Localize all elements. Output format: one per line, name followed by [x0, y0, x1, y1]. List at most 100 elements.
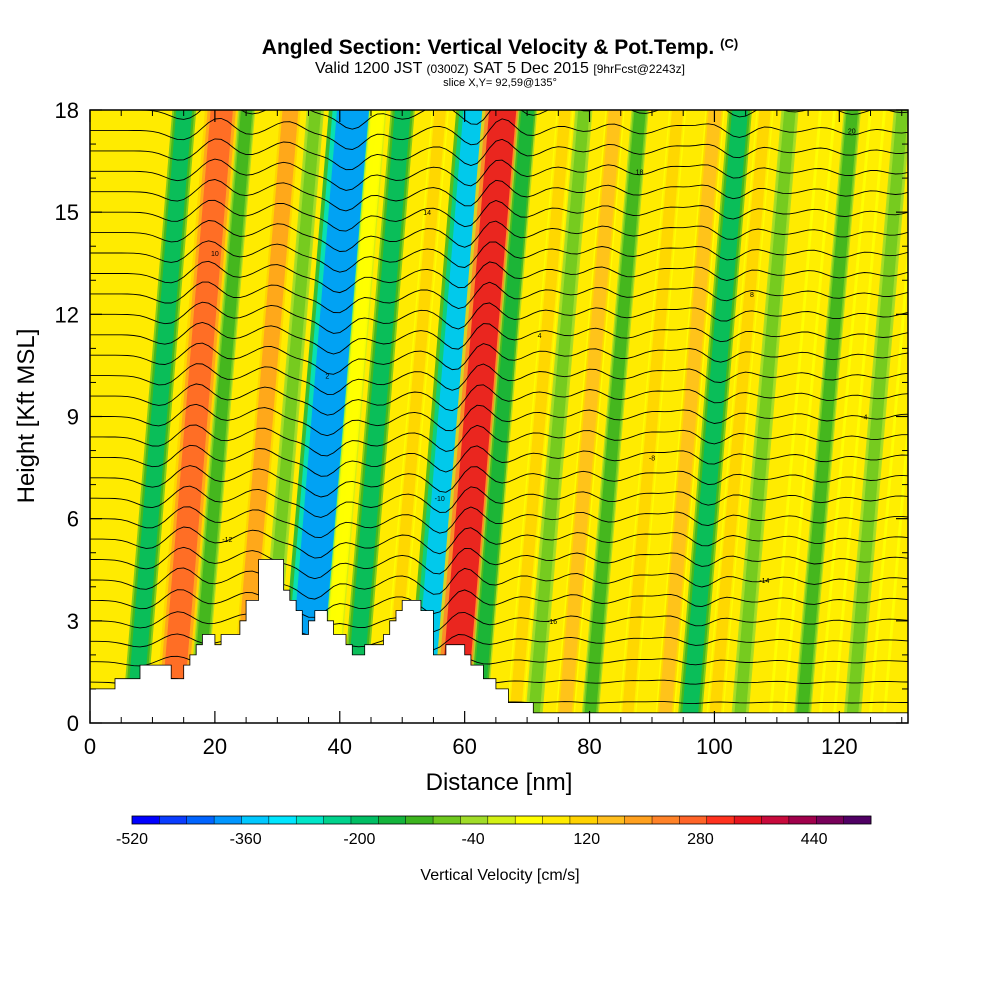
colorbar-swatch — [487, 816, 516, 824]
theta-contour — [90, 526, 908, 559]
colorbar-swatch — [624, 816, 653, 824]
x-tick-label: 100 — [696, 734, 733, 759]
theta-contour — [90, 567, 908, 600]
velocity-band — [708, 110, 771, 723]
colorbar-swatch — [542, 816, 571, 824]
colorbar-swatch — [378, 816, 407, 824]
y-tick-label: 3 — [67, 609, 79, 634]
colorbar-swatch — [350, 816, 379, 824]
x-axis-title: Distance [nm] — [426, 769, 573, 796]
forecast-info: [9hrFcst@2243z] — [593, 62, 685, 76]
velocity-band — [681, 110, 748, 723]
colorbar-swatch — [405, 816, 434, 824]
colorbar-swatch — [186, 816, 215, 824]
colorbar-swatch — [652, 816, 680, 824]
colorbar-swatch — [515, 816, 543, 824]
colorbar-tick-label: -360 — [230, 831, 262, 848]
colorbar-swatch — [843, 816, 872, 824]
contour-label: 4 — [538, 333, 542, 340]
velocity-band — [190, 110, 253, 723]
y-tick-label: 12 — [55, 302, 79, 327]
terrain — [89, 559, 909, 724]
x-tick-label: 0 — [84, 734, 96, 759]
terrain-profile — [89, 559, 909, 724]
colorbar-swatch — [323, 816, 352, 824]
y-tick-label: 0 — [67, 711, 79, 736]
slice-info: slice X,Y= 92,59@135° — [443, 77, 557, 89]
colorbar-tick-label: -40 — [462, 831, 485, 848]
velocity-band — [771, 110, 834, 723]
theta-contour — [90, 546, 908, 580]
colorbar-swatch — [241, 816, 270, 824]
colorbar-swatch — [214, 816, 242, 824]
x-tick-label: 80 — [577, 734, 601, 759]
valid-date: SAT 5 Dec 2015 — [473, 60, 589, 77]
colorbar-swatch — [268, 816, 297, 824]
x-tick-label: 120 — [821, 734, 858, 759]
theta-contour — [90, 199, 908, 232]
colorbar-swatch — [706, 816, 735, 824]
contour-label: -4 — [861, 415, 867, 422]
colorbar-tick-label: 280 — [687, 831, 714, 848]
contour-label: 18 — [636, 169, 644, 176]
colorbar-swatch — [569, 816, 598, 824]
theta-contour — [90, 301, 908, 334]
theta-contour — [90, 465, 908, 498]
theta-contour — [90, 424, 908, 457]
colorbar-frame — [131, 815, 872, 825]
y-tick-label: 9 — [67, 405, 79, 430]
colorbar-tick-label: 440 — [801, 831, 828, 848]
contour-label: 14 — [423, 210, 431, 217]
theta-contour — [90, 403, 908, 437]
colorbar-swatch — [296, 816, 324, 824]
colorbar-tick-label: -520 — [116, 831, 148, 848]
colorbar: -520 -360 -200 -40 120 280 440 — [116, 815, 872, 848]
velocity-band — [508, 110, 571, 723]
colorbar-swatch — [788, 816, 817, 824]
theta-contour — [90, 506, 908, 539]
velocity-band — [821, 110, 884, 723]
x-tick-label: 40 — [328, 734, 352, 759]
theta-contour — [90, 220, 908, 252]
valid-time: Valid 1200 JST — [315, 60, 423, 77]
contour-label: -12 — [222, 537, 232, 544]
title-text: Angled Section: Vertical Velocity & Pot.… — [261, 36, 715, 59]
theta-contour — [90, 260, 908, 294]
contour-label: -14 — [759, 578, 769, 585]
theta-contour — [90, 158, 908, 191]
velocity-band — [621, 110, 684, 723]
x-tick-label: 60 — [452, 734, 476, 759]
velocity-band — [438, 110, 517, 723]
colorbar-tick-label: 120 — [573, 831, 600, 848]
theta-contour — [90, 363, 908, 395]
colorbar-swatch — [761, 816, 790, 824]
x-tick-label: 20 — [203, 734, 227, 759]
theta-contour — [90, 240, 908, 273]
colorbar-swatch — [816, 816, 844, 824]
contour-label: 8 — [750, 292, 754, 299]
y-tick-label: 6 — [67, 507, 79, 532]
velocity-band — [558, 110, 622, 723]
contour-label: 10 — [211, 251, 219, 258]
theta-contour — [90, 611, 908, 636]
velocity-band — [384, 110, 446, 723]
contour-label: 2 — [325, 374, 329, 381]
theta-contour — [90, 342, 908, 375]
theta-contour — [90, 589, 908, 618]
velocity-band — [286, 110, 369, 723]
chart-title: Angled Section: Vertical Velocity & Pot.… — [0, 36, 1000, 60]
contour-label: -8 — [649, 455, 655, 462]
velocity-field — [90, 110, 908, 723]
velocity-band — [869, 256, 908, 723]
y-tick-label: 18 — [55, 98, 79, 123]
theta-contour — [90, 383, 908, 416]
theta-contour — [90, 117, 908, 150]
velocity-band — [733, 110, 796, 723]
colorbar-swatch — [597, 816, 625, 824]
title-copyright: (C) — [720, 36, 739, 51]
colorbar-title: Vertical Velocity [cm/s] — [420, 867, 579, 884]
theta-contour — [90, 281, 908, 314]
colorbar-tick-label: -200 — [343, 831, 375, 848]
colorbar-swatch — [679, 816, 708, 824]
